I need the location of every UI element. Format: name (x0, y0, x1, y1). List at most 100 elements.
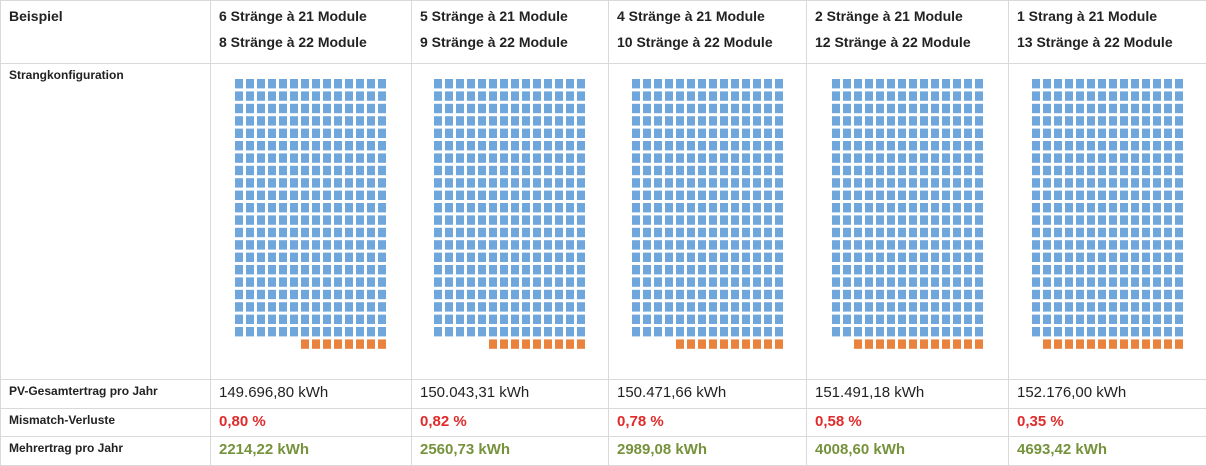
module (577, 116, 585, 126)
module (631, 327, 640, 337)
module (919, 166, 928, 176)
module (533, 314, 541, 325)
module (356, 166, 364, 176)
module (268, 128, 276, 139)
module (653, 228, 662, 238)
module (1163, 116, 1172, 126)
header-line: 8 Stränge à 22 Module (219, 34, 367, 50)
module (334, 190, 342, 201)
module (279, 277, 287, 288)
module (1163, 302, 1172, 312)
module (719, 190, 728, 201)
module (908, 277, 917, 288)
module (675, 178, 684, 188)
module (875, 141, 884, 151)
module (1053, 141, 1062, 151)
module (301, 178, 309, 188)
module (730, 79, 739, 89)
module (1174, 265, 1183, 275)
module (886, 240, 895, 250)
module (301, 141, 309, 151)
module (290, 252, 298, 263)
module (577, 290, 585, 300)
module (1075, 128, 1084, 139)
module (290, 91, 298, 102)
module (456, 252, 464, 263)
module (279, 327, 287, 337)
module (544, 339, 552, 350)
module (886, 153, 895, 164)
module (1163, 141, 1172, 151)
module (1086, 339, 1095, 350)
module (1174, 302, 1183, 312)
module (356, 277, 364, 288)
module (555, 290, 563, 300)
value-cell: 0,35 % (1008, 407, 1206, 438)
module (478, 265, 486, 275)
module (1097, 128, 1106, 139)
module (763, 228, 772, 238)
module (930, 128, 939, 139)
module (875, 240, 884, 250)
module (664, 116, 673, 126)
module (500, 203, 508, 213)
module (963, 327, 972, 337)
module (853, 240, 862, 250)
module (445, 215, 453, 226)
module (842, 128, 851, 139)
module (952, 91, 961, 102)
module (763, 265, 772, 275)
module (697, 79, 706, 89)
module (268, 265, 276, 275)
module (831, 252, 840, 263)
module (741, 290, 750, 300)
module (963, 265, 972, 275)
module (719, 141, 728, 151)
module (741, 128, 750, 139)
module (752, 79, 761, 89)
module (367, 91, 375, 102)
module (774, 153, 783, 164)
module (664, 91, 673, 102)
module (1075, 166, 1084, 176)
module (919, 79, 928, 89)
module (478, 277, 486, 288)
module (1031, 128, 1040, 139)
module (697, 178, 706, 188)
header-cell: 6 Stränge à 21 Module 8 Stränge à 22 Modu… (210, 0, 412, 65)
module (752, 91, 761, 102)
module (367, 240, 375, 250)
module (686, 91, 695, 102)
module (235, 128, 243, 139)
row-label: Strangkonfiguration (0, 63, 211, 381)
module (434, 178, 442, 188)
module (356, 290, 364, 300)
module (774, 203, 783, 213)
module (378, 265, 386, 275)
module (378, 314, 386, 325)
module (1152, 240, 1161, 250)
module (1053, 290, 1062, 300)
module (555, 104, 563, 114)
module (1042, 215, 1051, 226)
module (853, 302, 862, 312)
module (886, 203, 895, 213)
module (500, 314, 508, 325)
module (257, 141, 265, 151)
module (246, 91, 254, 102)
module (279, 302, 287, 312)
module (941, 91, 950, 102)
module (1086, 290, 1095, 300)
module (257, 252, 265, 263)
module (301, 128, 309, 139)
module (886, 79, 895, 89)
module (1042, 141, 1051, 151)
module (334, 104, 342, 114)
module (741, 203, 750, 213)
module (246, 190, 254, 201)
header-cell: 4 Stränge à 21 Module 10 Stränge à 22 Mod… (608, 0, 807, 65)
module (842, 104, 851, 114)
module (642, 153, 651, 164)
module (1053, 153, 1062, 164)
module (301, 190, 309, 201)
